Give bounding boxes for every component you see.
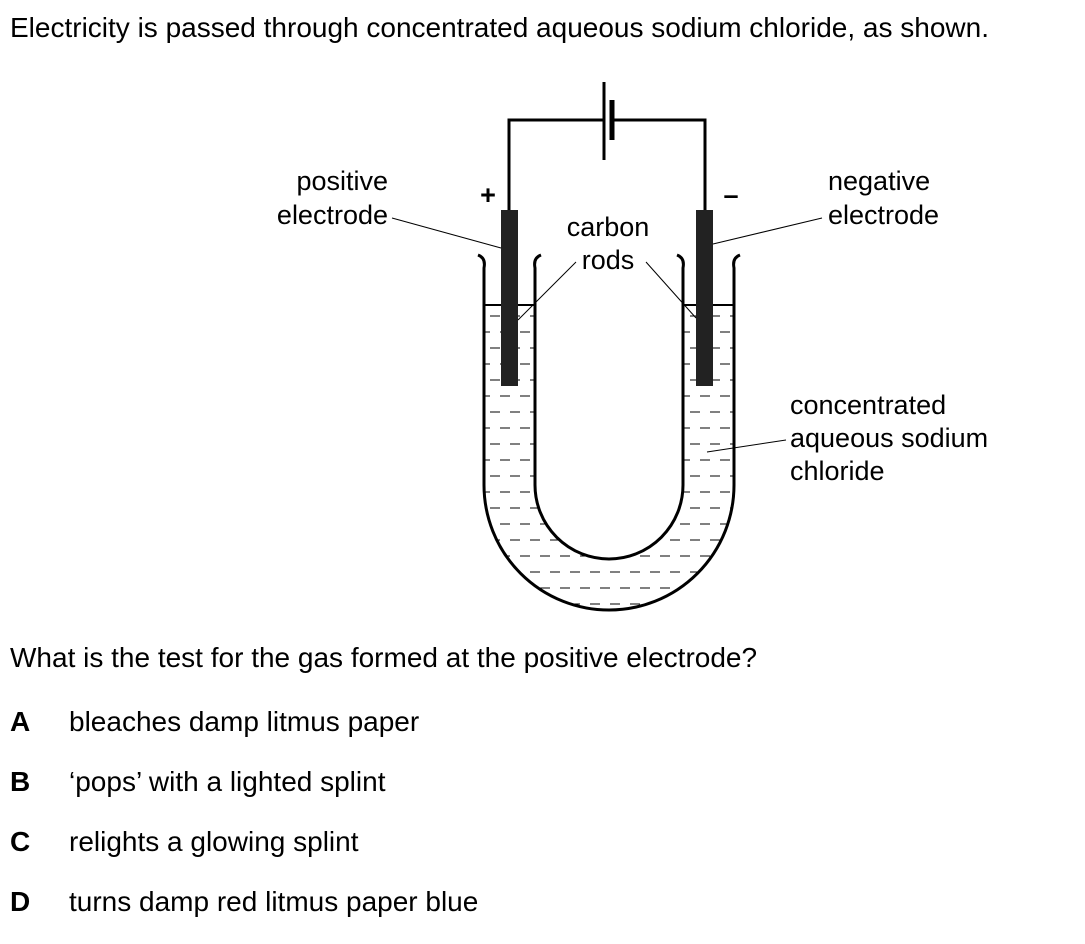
plus-sign: +: [480, 180, 496, 210]
option-letter: C: [10, 826, 31, 857]
answer-options: A bleaches damp litmus paper B ‘pops’ wi…: [10, 704, 478, 944]
circuit-wire-left: [507, 118, 604, 212]
label-carbon-line1: carbon: [567, 212, 650, 242]
label-positive-line2: electrode: [277, 200, 388, 230]
carbon-rod-negative: [696, 210, 713, 386]
label-negative-line1: negative: [828, 166, 930, 196]
label-solution-line3: chloride: [790, 456, 885, 486]
label-negative-line2: electrode: [828, 200, 939, 230]
option-a[interactable]: A bleaches damp litmus paper: [10, 704, 478, 764]
leader-negative-electrode: [712, 217, 823, 245]
leader-carbon-rods-left: [517, 261, 577, 321]
u-tube-outer-wall: [477, 253, 741, 612]
option-b[interactable]: B ‘pops’ with a lighted splint: [10, 764, 478, 824]
minus-sign: –: [723, 180, 738, 210]
option-d[interactable]: D turns damp red litmus paper blue: [10, 884, 478, 944]
question-intro: Electricity is passed through concentrat…: [10, 12, 989, 43]
question-prompt: What is the test for the gas formed at t…: [10, 642, 758, 673]
circuit-wire-right: [612, 118, 707, 212]
option-text: turns damp red litmus paper blue: [69, 886, 479, 917]
label-positive-line1: positive: [296, 166, 388, 196]
option-letter: A: [10, 706, 31, 737]
leader-positive-electrode: [391, 217, 502, 249]
option-letter: B: [10, 766, 31, 797]
label-carbon-line2: rods: [582, 245, 635, 275]
leader-carbon-rods-right: [645, 261, 697, 319]
label-solution-line2: aqueous sodium: [790, 423, 988, 453]
option-letter: D: [10, 886, 31, 917]
option-text: ‘pops’ with a lighted splint: [69, 766, 386, 797]
option-text: bleaches damp litmus paper: [69, 706, 420, 737]
option-c[interactable]: C relights a glowing splint: [10, 824, 478, 884]
leader-solution: [706, 439, 787, 453]
carbon-rod-positive: [501, 210, 518, 386]
label-solution-line1: concentrated: [790, 390, 946, 420]
option-text: relights a glowing splint: [69, 826, 359, 857]
u-tube-inner-wall: [533, 253, 685, 561]
